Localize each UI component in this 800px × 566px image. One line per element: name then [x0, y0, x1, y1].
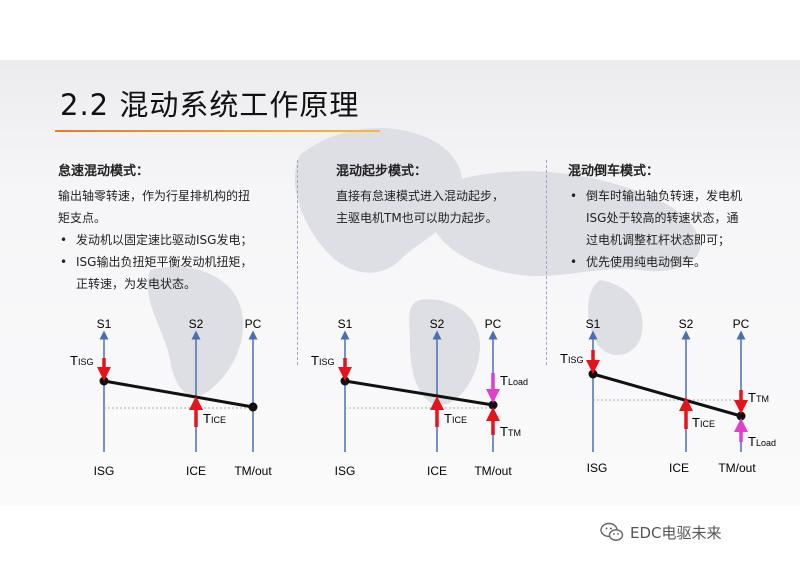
mode-bullet: ISG输出负扭矩平衡发动机扭矩， — [58, 251, 252, 273]
axis-top-label: PC — [485, 317, 502, 331]
torque-label-ice: TICE — [692, 415, 715, 430]
page-title: 2.2 混动系统工作原理 — [60, 88, 360, 122]
lever-line — [344, 379, 494, 407]
slide: 2.2 混动系统工作原理 怠速混动模式： 输出轴零转速，作为行星排机构的扭 矩支… — [0, 60, 800, 506]
lever-node-out — [488, 400, 498, 410]
torque-label-ice: TICE — [203, 411, 226, 426]
mode-bullet-continuation: ISG处于较高的转速状态，通 — [586, 211, 739, 225]
axis-top-label: S1 — [586, 317, 601, 331]
axis-bottom-label: ISG — [587, 461, 608, 475]
axis-top-label: S2 — [189, 317, 204, 331]
axis-top-label: S1 — [97, 317, 112, 331]
torque-label-load: TLoad — [748, 434, 776, 449]
axis-top-label: S1 — [338, 317, 353, 331]
mode-bullet: 倒车时输出轴负转速，发电机 — [568, 185, 742, 207]
axis-bottom-label: ICE — [186, 464, 206, 478]
wechat-icon — [600, 522, 624, 541]
axis-top-label: PC — [245, 317, 262, 331]
lever-diagrams: S1 S2 PC ISG ICE TM/out TISG TICE S1 S2 … — [70, 317, 776, 478]
torque-label-isg: TISG — [311, 353, 334, 368]
mode-bullet: 优先使用纯电动倒车。 — [568, 251, 742, 273]
axis-bottom-label: ICE — [427, 464, 447, 478]
torque-label-tm: TTM — [748, 390, 769, 405]
torque-label-isg: TISG — [560, 351, 583, 366]
mode-text-line: 直接有怠速模式进入混动起步， — [336, 189, 505, 203]
torque-label-tm: TTM — [500, 424, 521, 439]
axis-top-label: S2 — [679, 317, 694, 331]
mode-bullet-continuation: 过电机调整杠杆状态即可； — [586, 233, 731, 247]
lever-node-isg — [588, 369, 598, 379]
mode-heading: 怠速混动模式： — [58, 164, 150, 179]
mode-heading: 混动倒车模式： — [568, 164, 660, 179]
axis-top-label: PC — [733, 317, 750, 331]
torque-label-ice: TICE — [444, 411, 467, 426]
mode-column-idle-hybrid: 怠速混动模式： 输出轴零转速，作为行星排机构的扭 矩支点。 发动机以固定速比驱动… — [58, 161, 252, 295]
column-divider-1 — [297, 160, 298, 365]
axis-bottom-label: TM/out — [234, 464, 272, 478]
axis-bottom-label: ISG — [94, 464, 115, 478]
torque-label-isg: TISG — [70, 353, 93, 368]
axis-bottom-label: ISG — [335, 464, 356, 478]
lever-node-out — [736, 411, 746, 421]
title-underline — [55, 130, 380, 132]
mode-text-line: 输出轴零转速，作为行星排机构的扭 — [58, 189, 251, 203]
mode-text-line: 主驱电机TM也可以助力起步。 — [336, 211, 498, 225]
mode-bullet: 发动机以固定速比驱动ISG发电； — [58, 229, 252, 251]
lever-line — [103, 379, 254, 409]
axis-bottom-label: ICE — [669, 461, 689, 475]
axis-top-label: S2 — [430, 317, 445, 331]
lever-node-out — [248, 402, 258, 412]
lever-diagram-hybrid-start: S1 S2 PC ISG ICE TM/out TISG TICE TLoad … — [311, 317, 528, 478]
lever-diagram-hybrid-reverse: S1 S2 PC ISG ICE TM/out TISG TICE TTM TL… — [560, 317, 776, 475]
mode-heading: 混动起步模式： — [336, 164, 428, 179]
mode-text-line: 矩支点。 — [58, 211, 107, 225]
lever-node-isg — [99, 376, 109, 386]
axis-bottom-label: TM/out — [474, 464, 512, 478]
lever-diagram-idle-hybrid: S1 S2 PC ISG ICE TM/out TISG TICE — [70, 317, 272, 478]
lever-line — [592, 372, 742, 418]
torque-label-load: TLoad — [500, 373, 528, 388]
mode-bullet-continuation: 正转速，为发电状态。 — [76, 277, 197, 291]
mode-column-hybrid-reverse: 混动倒车模式： 倒车时输出轴负转速，发电机 ISG处于较高的转速状态，通 过电机… — [568, 161, 742, 273]
watermark: EDC电驱未来 — [600, 520, 790, 544]
lever-node-isg — [340, 376, 350, 386]
mode-column-hybrid-start: 混动起步模式： 直接有怠速模式进入混动起步， 主驱电机TM也可以助力起步。 — [336, 161, 504, 229]
axis-bottom-label: TM/out — [718, 461, 756, 475]
column-divider-2 — [546, 160, 547, 365]
watermark-text: EDC电驱未来 — [630, 523, 722, 542]
